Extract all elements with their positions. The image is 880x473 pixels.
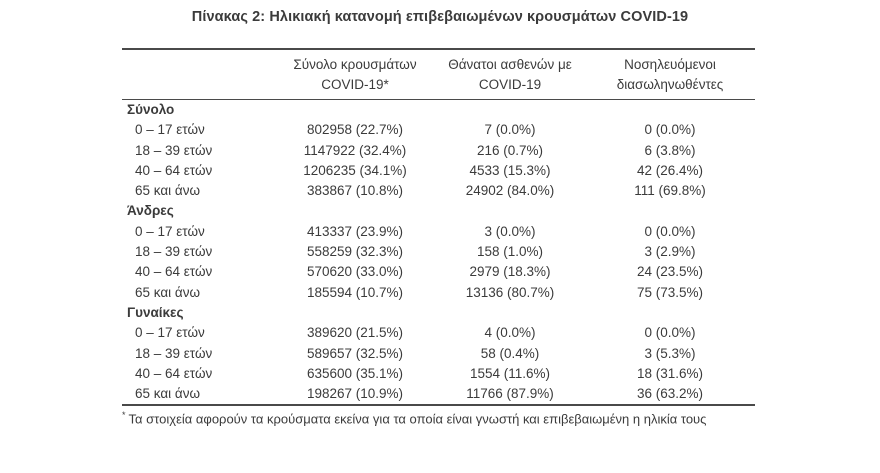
- deaths-cell: 7 (0.0%): [484, 122, 536, 138]
- deaths-cell: 158 (1.0%): [476, 244, 544, 260]
- age-label: 0 – 17 ετών: [135, 325, 205, 341]
- table-row: 65 και άνω 383867 (10.8%) 24902 (84.0%) …: [122, 181, 755, 201]
- deaths-cell: 2979 (18.3%): [469, 264, 551, 280]
- header-row: Σύνολο κρουσμάτων COVID-19* Θάνατοι ασθε…: [122, 48, 755, 100]
- footnote-text: Τα στοιχεία αφορούν τα κρούσματα εκείνα …: [128, 411, 707, 427]
- cases-cell: 558259 (32.3%): [306, 244, 404, 260]
- header-deaths-line1: Θάνατοι ασθενών με: [448, 56, 572, 72]
- intubated-cell: 6 (3.8%): [644, 142, 696, 158]
- header-deaths-line2: COVID-19: [478, 76, 542, 92]
- table-row: 18 – 39 ετών 589657 (32.5%) 58 (0.4%) 3 …: [122, 344, 755, 364]
- table-title: Πίνακας 2: Ηλικιακή κατανομή επιβεβαιωμέ…: [191, 9, 689, 25]
- cases-cell: 389620 (21.5%): [306, 325, 404, 341]
- deaths-cell: 58 (0.4%): [480, 345, 540, 361]
- header-empty: [122, 48, 275, 100]
- age-label: 0 – 17 ετών: [135, 223, 205, 239]
- intubated-cell: 3 (5.3%): [644, 345, 696, 361]
- deaths-cell: 24902 (84.0%): [465, 183, 555, 199]
- intubated-cell: 36 (63.2%): [585, 384, 755, 407]
- covid-age-distribution-table: Σύνολο κρουσμάτων COVID-19* Θάνατοι ασθε…: [122, 48, 755, 407]
- section-label: Γυναίκες: [127, 304, 184, 320]
- cases-cell: 198267 (10.9%): [275, 384, 435, 407]
- table-row: 40 – 64 ετών 1206235 (34.1%) 4533 (15.3%…: [122, 161, 755, 181]
- age-label: 65 και άνω: [135, 183, 201, 199]
- section-row-women: Γυναίκες: [122, 303, 755, 323]
- header-intubated-line2: διασωληνωθέντες: [616, 76, 724, 92]
- table-row: 0 – 17 ετών 413337 (23.9%) 3 (0.0%) 0 (0…: [122, 222, 755, 242]
- intubated-cell: 42 (26.4%): [636, 162, 704, 178]
- cases-cell: 1206235 (34.1%): [303, 162, 407, 178]
- section-row-total: Σύνολο: [122, 100, 755, 121]
- age-label: 65 και άνω: [135, 284, 201, 300]
- table-row: 0 – 17 ετών 802958 (22.7%) 7 (0.0%) 0 (0…: [122, 120, 755, 140]
- age-label: 65 και άνω: [122, 384, 275, 407]
- intubated-cell: 18 (31.6%): [636, 365, 704, 381]
- deaths-cell: 3 (0.0%): [484, 223, 536, 239]
- table-row: 18 – 39 ετών 1147922 (32.4%) 216 (0.7%) …: [122, 141, 755, 161]
- header-total-cases: Σύνολο κρουσμάτων COVID-19*: [275, 48, 435, 100]
- age-label: 40 – 64 ετών: [135, 162, 213, 178]
- table-row: 65 και άνω 185594 (10.7%) 13136 (80.7%) …: [122, 283, 755, 303]
- intubated-cell: 3 (2.9%): [644, 244, 696, 260]
- age-label: 40 – 64 ετών: [135, 264, 213, 280]
- table-row: 0 – 17 ετών 389620 (21.5%) 4 (0.0%) 0 (0…: [122, 323, 755, 343]
- header-deaths: Θάνατοι ασθενών με COVID-19: [435, 48, 585, 100]
- deaths-cell: 11766 (87.9%): [435, 384, 585, 407]
- table-row: 65 και άνω 198267 (10.9%) 11766 (87.9%) …: [122, 384, 755, 407]
- cases-cell: 802958 (22.7%): [306, 122, 404, 138]
- table-footnote: * Τα στοιχεία αφορούν τα κρούσματα εκείνα…: [122, 410, 755, 426]
- table-body: Σύνολο 0 – 17 ετών 802958 (22.7%) 7 (0.0…: [122, 100, 755, 407]
- header-intubated-line1: Νοσηλευόμενοι: [624, 56, 716, 72]
- intubated-cell: 0 (0.0%): [644, 325, 696, 341]
- age-label: 40 – 64 ετών: [135, 365, 213, 381]
- header-intubated: Νοσηλευόμενοι διασωληνωθέντες: [585, 48, 755, 100]
- cases-cell: 413337 (23.9%): [306, 223, 404, 239]
- table-row: 40 – 64 ετών 570620 (33.0%) 2979 (18.3%)…: [122, 262, 755, 282]
- deaths-cell: 216 (0.7%): [476, 142, 544, 158]
- header-total-cases-line1: Σύνολο κρουσμάτων: [293, 56, 417, 72]
- table-header: Σύνολο κρουσμάτων COVID-19* Θάνατοι ασθε…: [122, 48, 755, 100]
- section-label: Σύνολο: [127, 102, 175, 117]
- age-label: 18 – 39 ετών: [135, 142, 213, 158]
- cases-cell: 1147922 (32.4%): [303, 142, 407, 158]
- section-row-men: Άνδρες: [122, 201, 755, 221]
- intubated-cell: 24 (23.5%): [636, 264, 704, 280]
- deaths-cell: 1554 (11.6%): [469, 365, 551, 381]
- deaths-cell: 4 (0.0%): [484, 325, 536, 341]
- cases-cell: 570620 (33.0%): [306, 264, 404, 280]
- table-row: 18 – 39 ετών 558259 (32.3%) 158 (1.0%) 3…: [122, 242, 755, 262]
- intubated-cell: 111 (69.8%): [634, 183, 706, 199]
- deaths-cell: 4533 (15.3%): [469, 162, 551, 178]
- intubated-cell: 75 (73.5%): [636, 284, 704, 300]
- table-row: 40 – 64 ετών 635600 (35.1%) 1554 (11.6%)…: [122, 364, 755, 384]
- age-label: 18 – 39 ετών: [135, 244, 213, 260]
- cases-cell: 383867 (10.8%): [306, 183, 404, 199]
- cases-cell: 635600 (35.1%): [306, 365, 404, 381]
- footnote-marker: *: [122, 410, 126, 421]
- age-label: 18 – 39 ετών: [135, 345, 213, 361]
- intubated-cell: 0 (0.0%): [644, 223, 696, 239]
- age-label: 0 – 17 ετών: [135, 122, 205, 138]
- intubated-cell: 0 (0.0%): [644, 122, 696, 138]
- cases-cell: 589657 (32.5%): [306, 345, 404, 361]
- cases-cell: 185594 (10.7%): [306, 284, 404, 300]
- deaths-cell: 13136 (80.7%): [465, 284, 555, 300]
- section-label: Άνδρες: [127, 203, 174, 219]
- header-total-cases-line2: COVID-19*: [321, 76, 389, 92]
